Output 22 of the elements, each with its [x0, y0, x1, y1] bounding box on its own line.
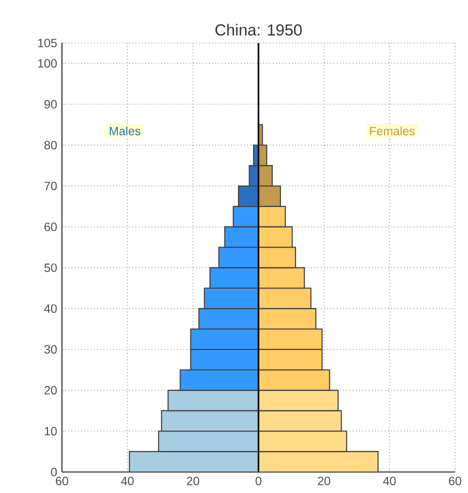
y-tick-label: 20 [44, 386, 57, 395]
x-tick-label: 20 [318, 476, 330, 486]
text: Males [110, 126, 141, 136]
y-tick-label: 40 [44, 304, 57, 313]
y-tick-label: 100 [38, 59, 57, 68]
y-tick-label: 30 [44, 345, 57, 354]
y-tick-label: 60 [44, 222, 57, 232]
y-tick-label: 0 [51, 468, 57, 476]
x-tick-label: 0 [256, 476, 262, 486]
x-tick-label: 60 [449, 476, 462, 486]
chart-title: China: 1950 [216, 24, 302, 36]
y-tick-label: 90 [44, 100, 57, 109]
y-tick-label: 105 [38, 38, 57, 48]
text: Females [370, 126, 415, 136]
x-tick-label: 40 [121, 476, 134, 486]
y-tick-label: 80 [44, 140, 57, 150]
y-tick-label: 70 [44, 182, 57, 190]
x-tick-label: 60 [56, 476, 68, 486]
y-tick-label: 10 [44, 426, 57, 436]
y-tick-label: 50 [44, 263, 57, 272]
x-tick-label: 40 [383, 476, 396, 486]
x-tick-label: 20 [187, 476, 200, 486]
